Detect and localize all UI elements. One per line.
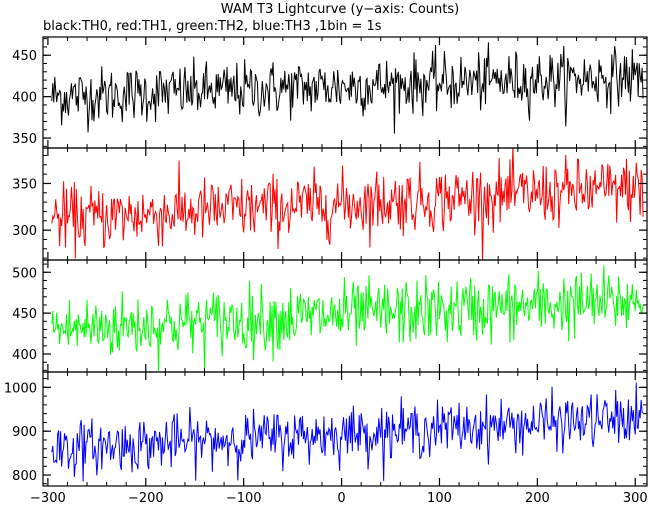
series-th2-line bbox=[51, 265, 644, 371]
panel-th3: 800 900 1000 bbox=[4, 371, 648, 487]
y-tick-label: 350 bbox=[12, 177, 37, 192]
panels-group: 350 400 450 300 350 400 450 500 800 900 1000 bbox=[4, 36, 648, 487]
x-tick-label: 100 bbox=[427, 491, 452, 505]
x-tick-label: 200 bbox=[525, 491, 550, 505]
y-tick-label: 800 bbox=[12, 469, 37, 484]
y-tick-label: 350 bbox=[12, 132, 37, 147]
panel-th0: 350 400 450 bbox=[12, 36, 648, 149]
y-tick-label: 500 bbox=[12, 266, 37, 281]
panel-th1: 300 350 bbox=[12, 147, 648, 261]
y-tick-label: 900 bbox=[12, 425, 37, 440]
panel-th2: 400 450 500 bbox=[12, 259, 648, 373]
series-th1-line bbox=[51, 148, 644, 260]
x-axis: −300 −200 −100 0 100 200 300 bbox=[30, 491, 648, 505]
x-tick-label: −300 bbox=[30, 491, 66, 505]
chart-subtitle: black:TH0, red:TH1, green:TH2, blue:TH3 … bbox=[43, 19, 382, 34]
y-tick-label: 400 bbox=[12, 348, 37, 363]
x-tick-label: 0 bbox=[337, 491, 345, 505]
x-tick-label: −100 bbox=[226, 491, 262, 505]
y-tick-label: 1000 bbox=[4, 381, 37, 396]
series-th3-line bbox=[51, 382, 644, 482]
y-tick-label: 400 bbox=[12, 91, 37, 106]
y-tick-label: 450 bbox=[12, 49, 37, 64]
x-tick-label: 300 bbox=[623, 491, 648, 505]
y-tick-label: 450 bbox=[12, 307, 37, 322]
chart-title: WAM T3 Lightcurve (y−axis: Counts) bbox=[221, 2, 459, 17]
y-tick-label: 300 bbox=[12, 224, 37, 239]
panel-frame bbox=[42, 147, 648, 261]
panel-frame bbox=[42, 36, 648, 149]
series-th0-line bbox=[51, 42, 644, 134]
x-tick-label: −200 bbox=[128, 491, 164, 505]
panel-frame bbox=[42, 371, 648, 487]
